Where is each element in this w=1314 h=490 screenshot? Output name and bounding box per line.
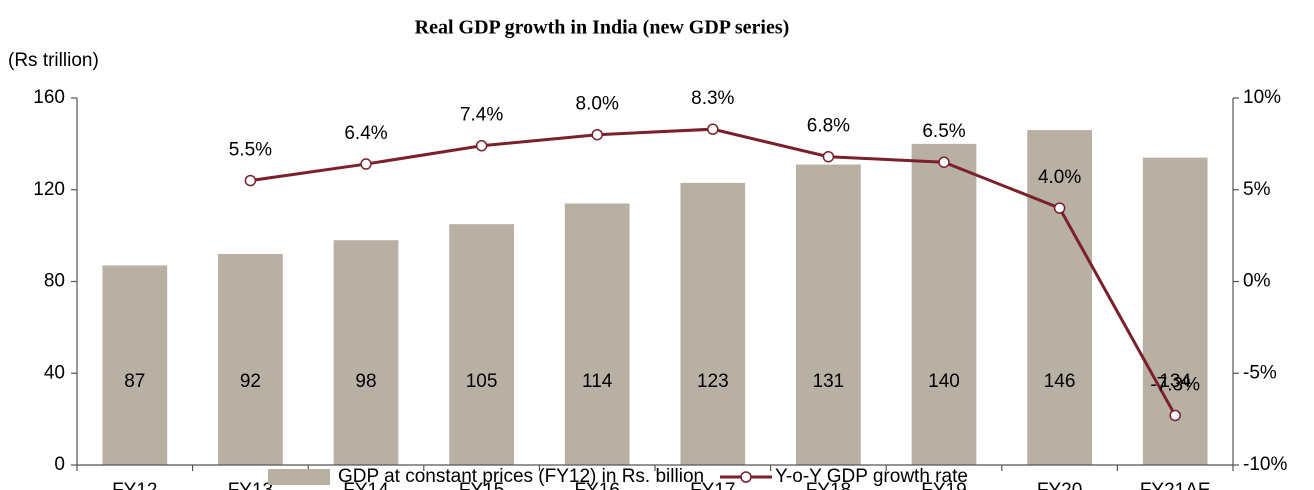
bar-value-label: 92 <box>240 371 261 392</box>
bar-value-label: 146 <box>1044 371 1076 392</box>
x-tick-label: FY14 <box>343 480 389 490</box>
y2-tick-label: -5% <box>1243 362 1277 383</box>
x-tick-label: FY17 <box>690 480 735 490</box>
line-value-label: 8.0% <box>576 94 619 115</box>
line-value-label: 5.5% <box>229 140 272 161</box>
x-tick-label: FY15 <box>459 480 504 490</box>
y-tick-label: 160 <box>33 87 65 108</box>
y-tick-label: 40 <box>44 362 65 383</box>
line-value-label: 8.3% <box>691 88 734 109</box>
y2-tick-label: 0% <box>1243 271 1271 292</box>
x-tick-label: FY12 <box>112 480 157 490</box>
line-value-label: -7.3% <box>1150 374 1200 395</box>
x-tick-label: FY18 <box>806 480 851 490</box>
line-value-label: 6.8% <box>807 116 850 137</box>
line-point <box>1169 409 1181 422</box>
line-point <box>475 139 488 152</box>
line-value-label: 7.4% <box>460 105 503 126</box>
line-point <box>707 123 719 135</box>
x-tick-label: FY20 <box>1037 480 1082 490</box>
line-value-label: 6.4% <box>344 123 387 144</box>
line-value-label: 4.0% <box>1038 167 1081 188</box>
legend-label: Y-o-Y GDP growth rate <box>775 466 968 487</box>
line-value-label: 6.5% <box>922 121 965 142</box>
bar <box>333 240 399 465</box>
bar <box>796 164 861 466</box>
bar-value-label: 134 <box>1159 371 1191 392</box>
legend-swatch-marker <box>740 471 752 483</box>
line-point <box>360 158 372 170</box>
bar-value-label: 123 <box>697 371 729 392</box>
bar-value-label: 114 <box>582 371 613 392</box>
bar <box>911 143 977 465</box>
y2-tick-label: 10% <box>1243 87 1281 108</box>
bar <box>680 182 746 465</box>
legend-label: GDP at constant prices (FY12) in Rs. bil… <box>338 466 704 487</box>
line-point <box>244 174 257 187</box>
bar <box>564 203 630 465</box>
bar-value-label: 87 <box>124 371 145 392</box>
y-tick-label: 80 <box>44 271 65 292</box>
y2-tick-label: 5% <box>1243 179 1271 200</box>
y-tick-label: 0 <box>54 454 65 475</box>
bar-value-label: 105 <box>466 371 498 392</box>
y-axis-label: (Rs trillion) <box>8 50 99 71</box>
bar-value-label: 98 <box>355 371 376 392</box>
line-point <box>1053 202 1066 214</box>
x-tick-label: FY21AE <box>1140 480 1211 490</box>
y-tick-label: 120 <box>33 179 65 200</box>
bar-value-label: 131 <box>813 371 845 392</box>
bar-value-label: 140 <box>928 371 960 392</box>
bar <box>449 224 514 465</box>
x-tick-label: FY19 <box>921 480 966 490</box>
bar <box>1027 130 1092 466</box>
bar <box>102 265 168 465</box>
y2-tick-label: -10% <box>1243 454 1287 475</box>
bar <box>218 253 283 465</box>
x-tick-label: FY16 <box>574 480 619 490</box>
x-tick-label: FY13 <box>228 480 273 490</box>
line-point <box>938 156 950 168</box>
chart-title: Real GDP growth in India (new GDP series… <box>415 17 790 39</box>
line-point <box>591 128 603 141</box>
legend-swatch <box>268 469 330 485</box>
line-point <box>822 150 835 163</box>
